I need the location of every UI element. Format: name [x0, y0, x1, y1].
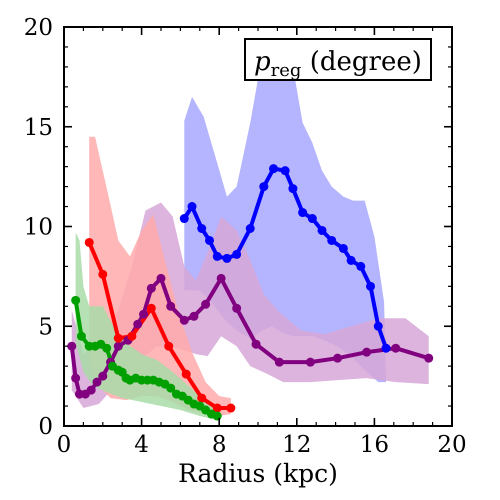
point-series-3-1 — [84, 237, 94, 247]
line-series-3 — [87, 241, 231, 411]
point-series-2-15 — [166, 301, 176, 311]
point-series-2-12 — [139, 309, 149, 319]
point-series-3-3 — [113, 333, 123, 343]
line-series-1 — [182, 166, 388, 349]
y-tick-label: 5 — [38, 314, 53, 340]
y-tick-label: 15 — [24, 115, 53, 141]
point-series-4-1 — [71, 295, 81, 305]
point-series-3-8 — [197, 393, 207, 403]
point-series-2-18 — [201, 299, 211, 309]
x-tick-label: 8 — [212, 432, 227, 458]
point-series-2-14 — [156, 273, 166, 283]
annotation-subscript: reg — [271, 60, 302, 81]
x-axis-label: Radius (kpc) — [178, 459, 338, 488]
annotation-suffix: (degree) — [301, 47, 421, 77]
point-series-3-9 — [212, 403, 222, 413]
point-series-3-5 — [146, 303, 156, 313]
point-series-2-6 — [92, 377, 102, 387]
point-series-4-6 — [102, 343, 112, 353]
x-tick-label: 20 — [437, 432, 466, 458]
point-series-2-19 — [216, 273, 226, 283]
point-series-1-15 — [317, 225, 327, 235]
point-series-2-23 — [305, 357, 315, 367]
point-series-2-25 — [362, 347, 372, 357]
point-series-1-17 — [338, 243, 348, 253]
point-series-4-26 — [212, 411, 222, 421]
point-series-1-6 — [222, 253, 232, 263]
point-series-2-2 — [71, 373, 81, 383]
point-series-3-10 — [226, 403, 236, 413]
annotation-text: preg (degree) — [254, 47, 422, 81]
point-series-1-18 — [346, 255, 356, 265]
point-series-1-5 — [212, 251, 222, 261]
point-series-3-7 — [181, 369, 191, 379]
x-tick-label: 0 — [57, 432, 72, 458]
x-tick-label: 12 — [282, 432, 311, 458]
point-series-2-20 — [232, 303, 242, 313]
point-series-1-12 — [288, 184, 298, 194]
band-series-4 — [75, 232, 218, 421]
point-series-3-4 — [127, 331, 137, 341]
point-series-1-20 — [366, 281, 376, 291]
plot-frame — [63, 26, 453, 427]
point-series-3-6 — [164, 341, 174, 351]
annotation-frame — [244, 38, 432, 81]
point-series-2-26 — [391, 343, 401, 353]
point-series-1-2 — [187, 202, 197, 212]
point-series-1-21 — [373, 321, 383, 331]
point-series-4-18 — [166, 383, 176, 393]
x-tick-label: 4 — [134, 432, 149, 458]
point-series-1-16 — [327, 235, 337, 245]
point-series-2-22 — [274, 357, 284, 367]
point-series-2-24 — [333, 353, 343, 363]
point-series-1-9 — [259, 182, 269, 192]
point-series-1-4 — [205, 235, 214, 245]
point-series-2-16 — [179, 315, 189, 325]
point-series-3-2 — [98, 269, 108, 279]
point-series-1-8 — [245, 223, 255, 233]
y-tick-label: 0 — [38, 414, 53, 440]
point-series-2-27 — [424, 353, 434, 363]
point-series-1-7 — [232, 249, 242, 259]
point-series-1-13 — [298, 208, 308, 218]
tick-labels: 0 4 8 12 16 20 0 5 10 15 20 — [24, 15, 467, 458]
point-series-2-13 — [146, 283, 156, 293]
point-series-1-1 — [179, 214, 189, 224]
x-tick-label: 16 — [360, 432, 389, 458]
point-series-1-19 — [356, 261, 366, 271]
point-series-2-9 — [113, 341, 123, 351]
point-series-1-11 — [280, 166, 290, 176]
point-series-2-5 — [86, 385, 96, 395]
point-series-2-7 — [98, 371, 108, 381]
y-tick-label: 10 — [24, 215, 53, 241]
point-series-1-14 — [307, 214, 317, 224]
point-series-2-1 — [67, 341, 77, 351]
point-series-2-17 — [189, 311, 199, 321]
point-series-1-22 — [381, 343, 391, 353]
y-tick-label: 20 — [24, 15, 53, 41]
point-series-1-10 — [269, 164, 279, 174]
point-series-1-3 — [197, 223, 207, 233]
annotation-main: p — [254, 47, 271, 77]
point-series-2-11 — [133, 319, 143, 329]
annotation-box: preg (degree) — [244, 38, 432, 81]
point-series-4-2 — [76, 331, 86, 341]
point-series-2-21 — [251, 339, 261, 349]
